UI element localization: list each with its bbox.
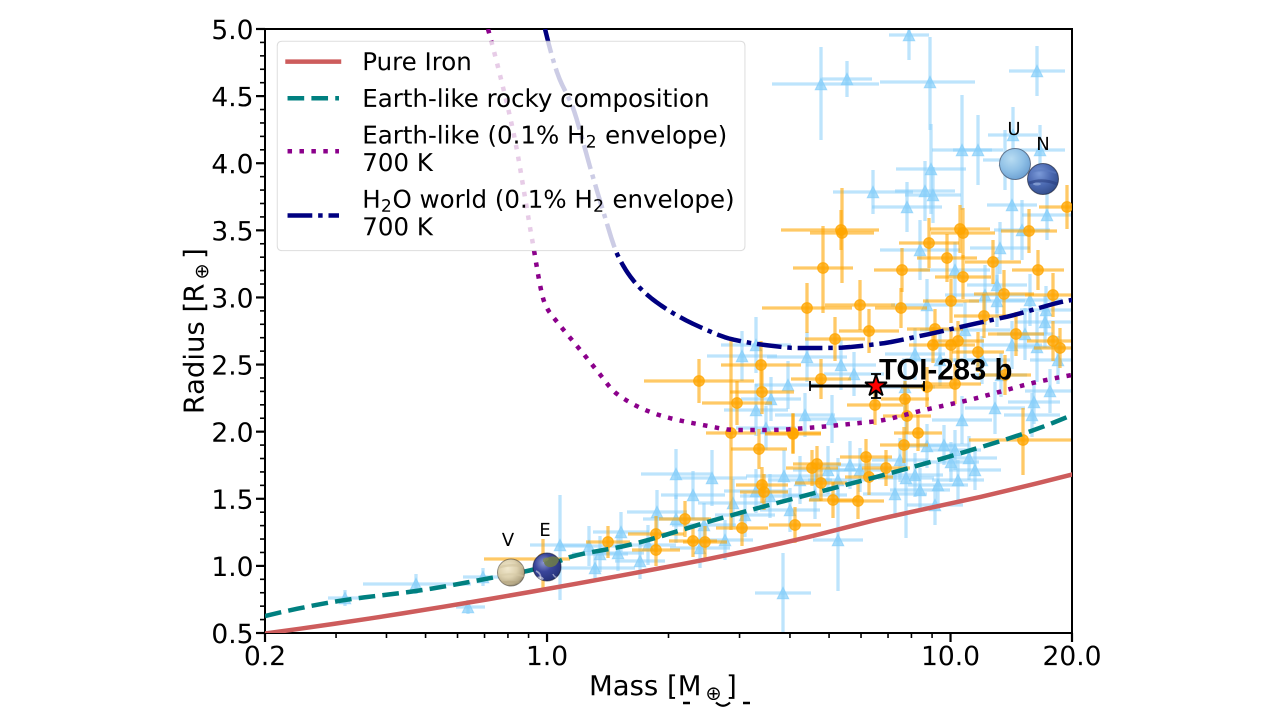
svg-text:TOI-283 b: TOI-283 b	[879, 354, 1012, 387]
